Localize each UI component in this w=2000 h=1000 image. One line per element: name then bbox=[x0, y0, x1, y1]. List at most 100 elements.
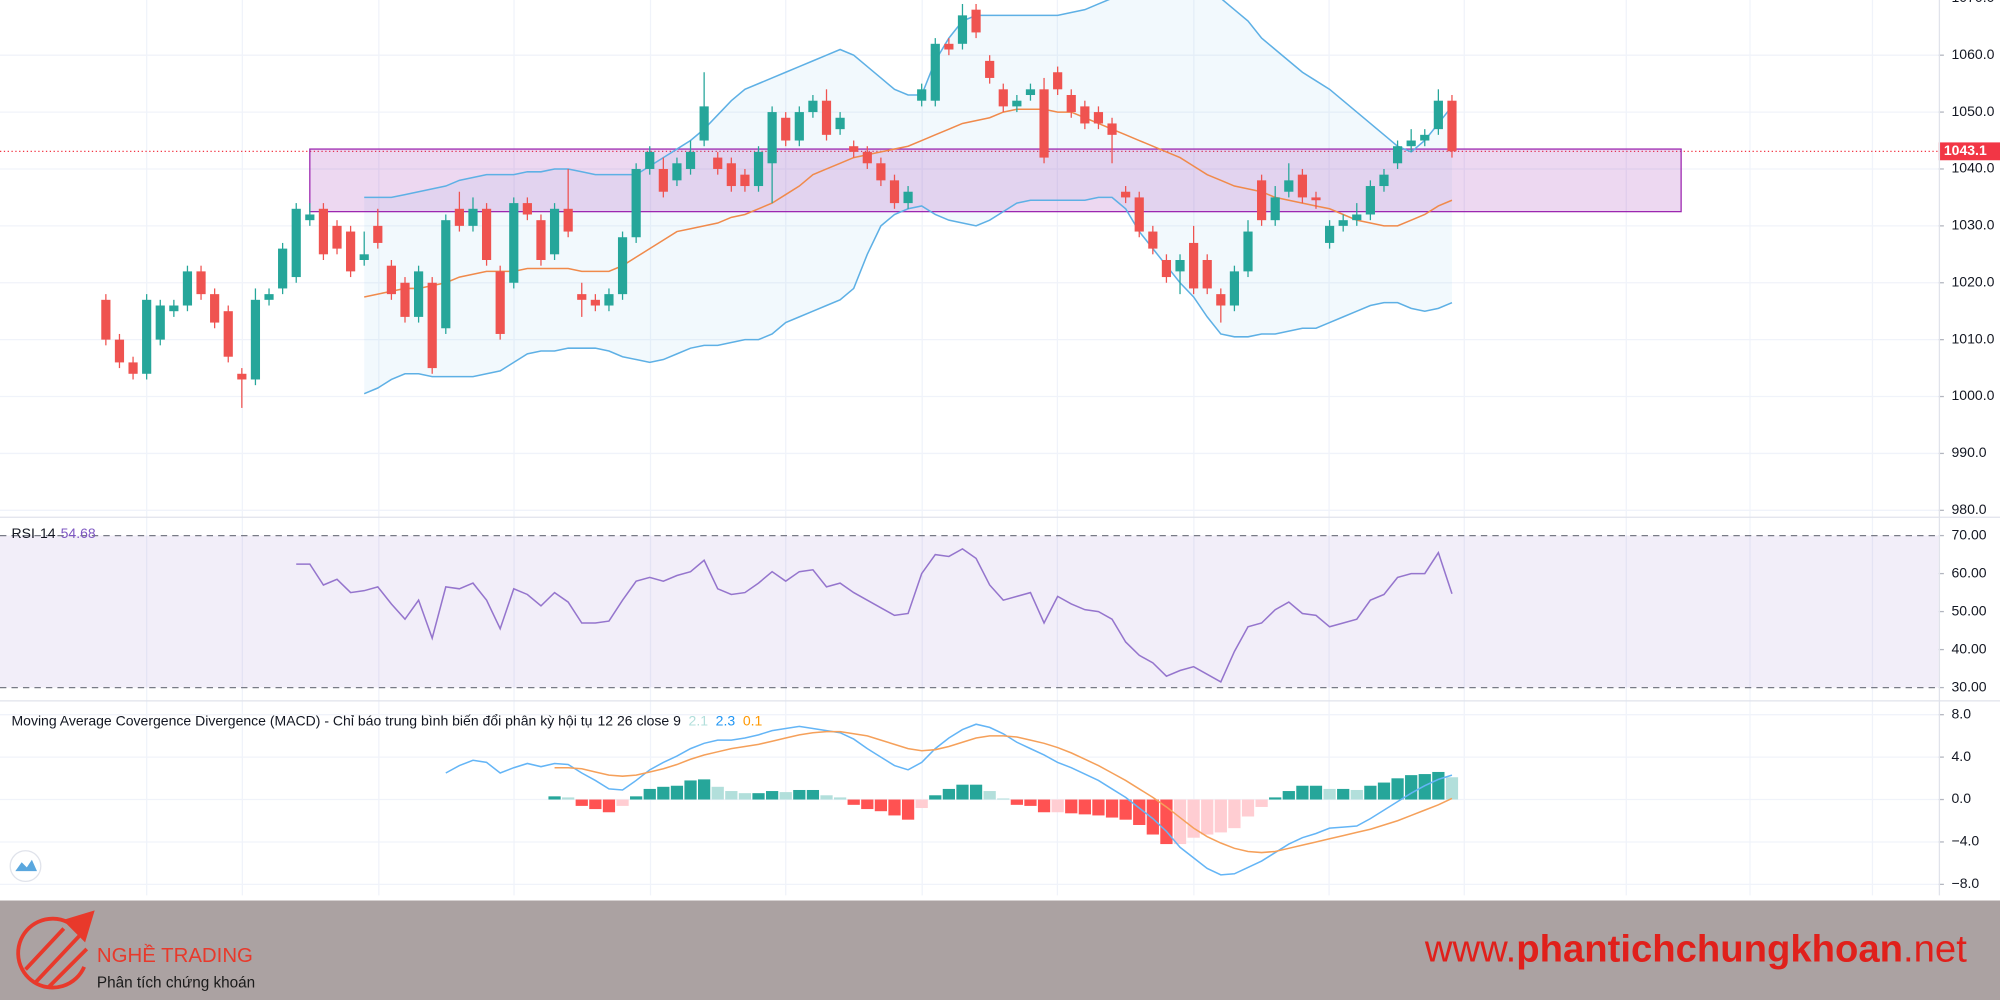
histogram-bar bbox=[1024, 799, 1037, 806]
histogram-bar bbox=[657, 786, 670, 800]
candle-body bbox=[617, 237, 628, 295]
macd-legend-value: 0.1 bbox=[743, 713, 763, 729]
rsi-legend-last-value: 54.68 bbox=[61, 525, 96, 541]
histogram-bar bbox=[725, 791, 738, 800]
candle-body bbox=[849, 146, 859, 152]
candle-body bbox=[169, 305, 179, 312]
candle-body bbox=[481, 208, 492, 260]
candle-body bbox=[114, 339, 125, 363]
candle-body bbox=[264, 294, 274, 300]
y-tick-label: 50.00 bbox=[1952, 602, 1987, 618]
footer-bar bbox=[0, 900, 2000, 1000]
histogram-bar bbox=[711, 786, 724, 800]
candle-body bbox=[427, 282, 437, 369]
candle-body bbox=[318, 208, 329, 255]
histogram-bar bbox=[670, 785, 684, 800]
histogram-bar bbox=[820, 795, 833, 800]
candle-body bbox=[1202, 259, 1212, 289]
candle-body bbox=[685, 151, 696, 169]
histogram-bar bbox=[643, 788, 656, 800]
histogram-bar bbox=[915, 799, 928, 809]
candle-body bbox=[182, 271, 193, 306]
candle-body bbox=[930, 43, 940, 101]
candle-body bbox=[563, 208, 573, 232]
histogram-bar bbox=[1065, 799, 1078, 814]
candle-body bbox=[781, 117, 791, 141]
y-tick-label: 0.0 bbox=[1952, 790, 1972, 806]
histogram-bar bbox=[983, 791, 996, 800]
candle-body bbox=[604, 294, 614, 306]
macd-title: Moving Average Covergence Divergence (MA… bbox=[11, 713, 592, 729]
candle-body bbox=[998, 89, 1008, 107]
url-suffix: .net bbox=[1903, 928, 1967, 971]
histogram-bar bbox=[616, 799, 629, 806]
rsi-legend-length: 14 bbox=[40, 525, 56, 541]
y-tick-label: 8.0 bbox=[1952, 705, 1972, 721]
histogram-bar bbox=[1309, 785, 1323, 800]
candle-body bbox=[1338, 220, 1348, 226]
logo-icon bbox=[15, 859, 37, 872]
histogram-bar bbox=[1037, 799, 1051, 813]
histogram-bar bbox=[1105, 799, 1119, 818]
macd-line bbox=[445, 723, 1453, 876]
candle-body bbox=[577, 294, 587, 300]
candle-body bbox=[672, 163, 682, 181]
histogram-bar bbox=[1201, 799, 1214, 835]
y-tick-label: −4.0 bbox=[1952, 833, 1980, 849]
histogram-bar bbox=[752, 793, 765, 800]
candle-body bbox=[1161, 259, 1172, 278]
candle-body bbox=[373, 225, 383, 243]
candle-body bbox=[903, 191, 913, 204]
candle-body bbox=[1297, 174, 1307, 198]
histogram-bar bbox=[1214, 799, 1227, 833]
candle-body bbox=[1379, 174, 1389, 187]
candle-body bbox=[1420, 134, 1430, 141]
candle-body bbox=[441, 220, 451, 329]
logo-button[interactable] bbox=[9, 850, 42, 883]
price-pane: 980.0 990.0 1000.0 1010.0 1020.0 1030.0 1040.0… bbox=[0, 0, 2000, 517]
candle-body bbox=[155, 305, 165, 340]
candle-body bbox=[740, 174, 750, 187]
candle-body bbox=[1039, 89, 1049, 158]
y-tick-label: −8.0 bbox=[1952, 875, 1980, 891]
histogram-bar bbox=[901, 799, 915, 820]
candle-body bbox=[495, 271, 505, 334]
histogram-bar bbox=[698, 779, 711, 800]
candle-body bbox=[699, 106, 709, 141]
histogram-bar bbox=[684, 780, 697, 800]
candle-body bbox=[1311, 197, 1321, 201]
histogram-bar bbox=[738, 793, 752, 800]
histogram-bar bbox=[1228, 799, 1241, 829]
macd-inputs: 12 26 close 9 bbox=[598, 713, 682, 729]
macd-legend-value: 2.1 bbox=[689, 713, 709, 729]
macd-plot bbox=[445, 723, 1459, 876]
candle-body bbox=[1012, 100, 1022, 107]
y-tick-label: 1030.0 bbox=[1952, 217, 1995, 233]
histogram-bar bbox=[1418, 774, 1431, 800]
candle-body bbox=[767, 112, 777, 164]
candle-body bbox=[1093, 112, 1104, 124]
histogram-bar bbox=[806, 789, 820, 800]
candle-body bbox=[305, 214, 315, 221]
candle-body bbox=[645, 151, 655, 169]
histogram-bar bbox=[1323, 788, 1336, 800]
histogram-bar bbox=[847, 799, 860, 805]
histogram-bar bbox=[1377, 782, 1391, 800]
histogram-bar bbox=[929, 795, 942, 800]
y-tick-label: 40.00 bbox=[1952, 640, 1987, 656]
histogram-bar bbox=[861, 799, 874, 810]
candle-body bbox=[917, 89, 927, 101]
candle-body bbox=[454, 208, 464, 226]
candle-body bbox=[1406, 140, 1416, 147]
candle-body bbox=[278, 248, 288, 289]
histogram-bar bbox=[630, 796, 643, 800]
histogram-bar bbox=[779, 792, 792, 800]
candle-body bbox=[590, 299, 600, 306]
candle-body bbox=[210, 294, 220, 323]
y-tick-label: 990.0 bbox=[1952, 444, 1987, 460]
histogram-bar bbox=[833, 797, 847, 800]
y-tick-label: 1070.0 bbox=[1952, 0, 1995, 5]
url-domain: phantichchungkhoan bbox=[1516, 928, 1903, 971]
